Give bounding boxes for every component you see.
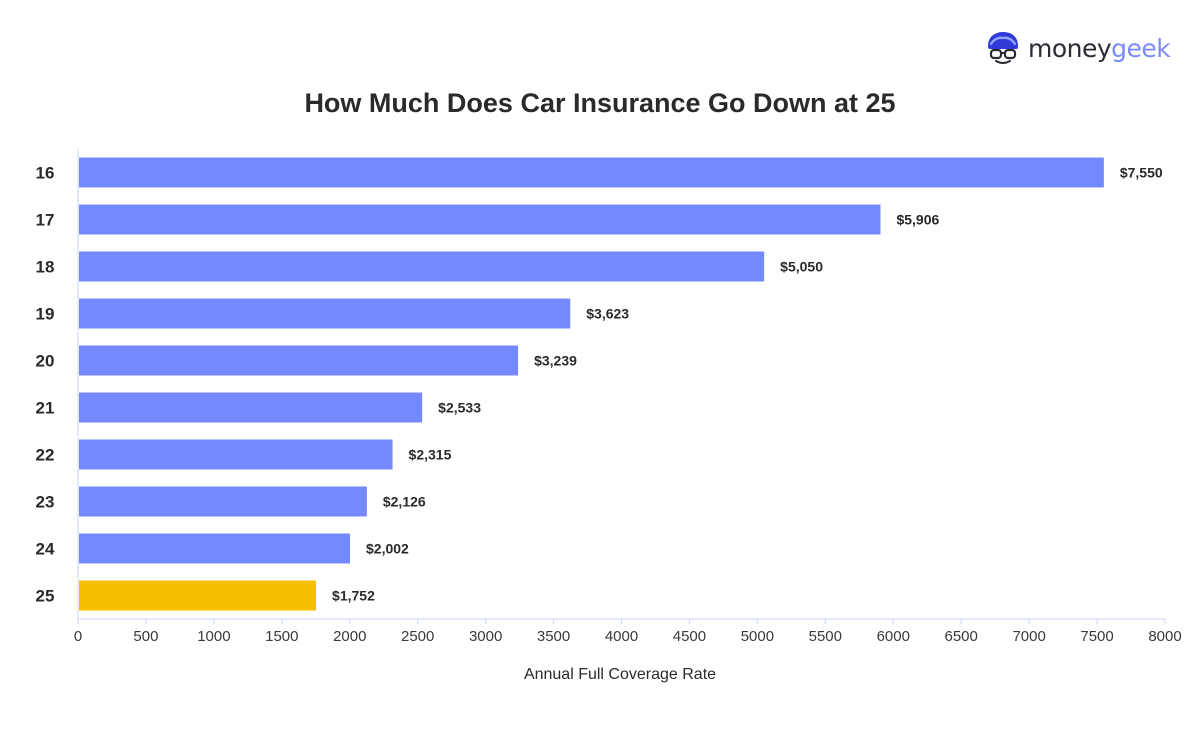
x-tick-label: 3000 bbox=[469, 628, 502, 645]
data-label: $2,002 bbox=[366, 541, 409, 557]
x-tick-label: 7500 bbox=[1080, 628, 1113, 645]
data-label: $2,533 bbox=[438, 400, 481, 416]
category-label: 22 bbox=[36, 446, 55, 465]
x-tick-label: 5000 bbox=[741, 628, 774, 645]
data-label: $5,906 bbox=[896, 212, 939, 228]
category-label: 18 bbox=[36, 258, 55, 277]
x-tick-label: 7000 bbox=[1012, 628, 1045, 645]
data-label: $2,126 bbox=[383, 494, 426, 510]
logo-word-money: money bbox=[1028, 33, 1112, 63]
bar-16 bbox=[79, 157, 1104, 188]
data-label: $3,623 bbox=[586, 306, 629, 322]
x-tick-label: 6000 bbox=[877, 628, 910, 645]
x-tick-label: 8000 bbox=[1148, 628, 1181, 645]
category-label: 24 bbox=[36, 540, 55, 559]
x-tick-label: 0 bbox=[74, 628, 82, 645]
bar-20 bbox=[79, 345, 519, 376]
bar-24 bbox=[79, 533, 351, 564]
bar-19 bbox=[79, 298, 571, 329]
category-label: 23 bbox=[36, 493, 55, 512]
data-label: $1,752 bbox=[332, 588, 375, 604]
logo-wordmark: money geek bbox=[1028, 33, 1171, 63]
bar-21 bbox=[79, 392, 423, 423]
bar-18 bbox=[79, 251, 765, 282]
chart-title: How Much Does Car Insurance Go Down at 2… bbox=[304, 88, 896, 118]
category-label: 25 bbox=[36, 587, 55, 606]
bar-22 bbox=[79, 439, 393, 470]
data-label: $2,315 bbox=[409, 447, 452, 463]
x-tick-label: 6500 bbox=[945, 628, 978, 645]
data-label: $3,239 bbox=[534, 353, 577, 369]
data-label: $7,550 bbox=[1120, 165, 1163, 181]
category-label: 21 bbox=[36, 399, 55, 418]
bar-17 bbox=[79, 204, 881, 235]
x-tick-label: 1000 bbox=[197, 628, 230, 645]
category-label: 20 bbox=[36, 352, 55, 371]
x-tick-label: 5500 bbox=[809, 628, 842, 645]
x-tick-label: 1500 bbox=[265, 628, 298, 645]
category-label: 16 bbox=[36, 164, 55, 183]
moneygeek-mascot-icon bbox=[988, 32, 1018, 64]
category-label: 17 bbox=[36, 211, 55, 230]
category-label: 19 bbox=[36, 305, 55, 324]
data-label: $5,050 bbox=[780, 259, 823, 275]
logo: money geek bbox=[984, 28, 1171, 68]
bar-25 bbox=[79, 580, 317, 611]
x-tick-label: 3500 bbox=[537, 628, 570, 645]
x-tick-label: 4000 bbox=[605, 628, 638, 645]
x-tick-label: 2500 bbox=[401, 628, 434, 645]
x-tick-label: 500 bbox=[133, 628, 158, 645]
x-tick-label: 4500 bbox=[673, 628, 706, 645]
logo-word-geek: geek bbox=[1111, 33, 1171, 63]
x-tick-label: 2000 bbox=[333, 628, 366, 645]
bar-23 bbox=[79, 486, 367, 517]
x-axis-label: Annual Full Coverage Rate bbox=[523, 666, 717, 683]
